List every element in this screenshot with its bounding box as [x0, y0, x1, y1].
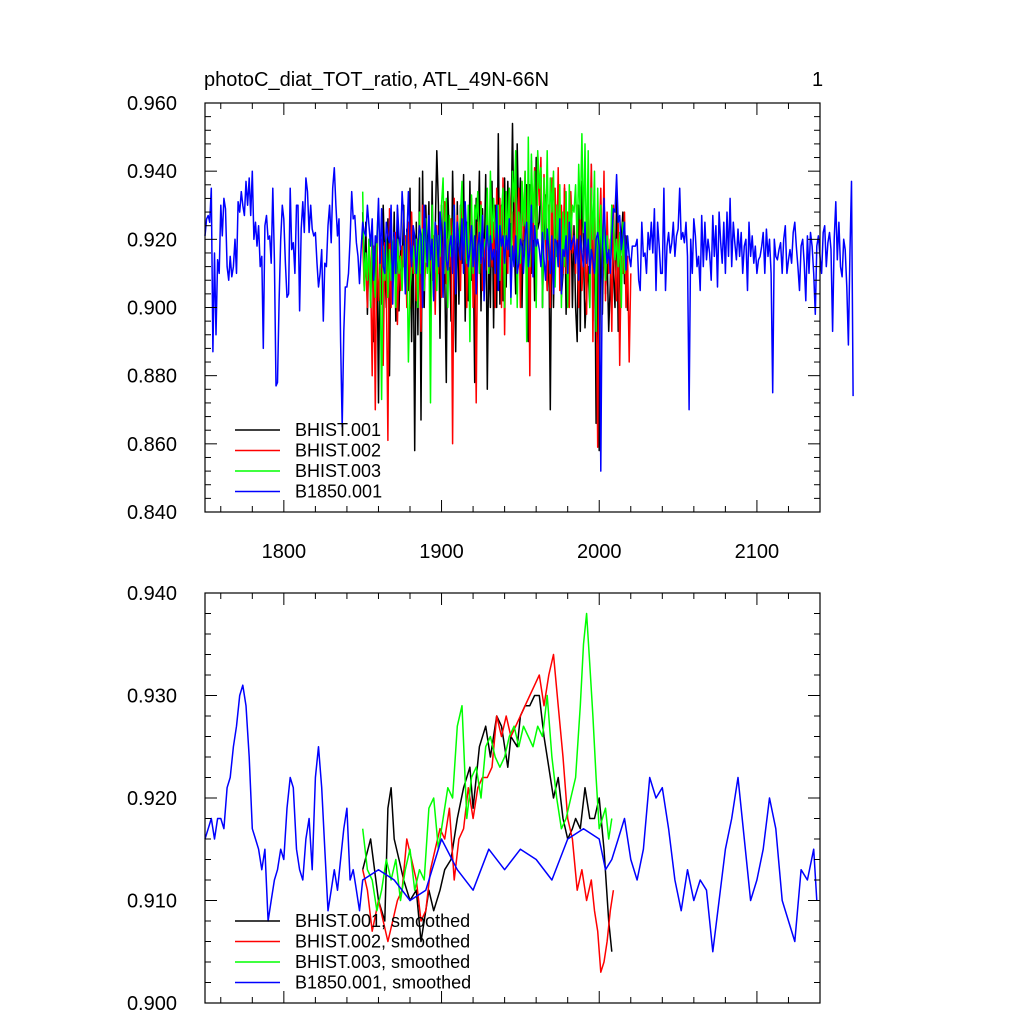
series-line-1	[361, 653, 615, 973]
chart-title: photoC_diat_TOT_ratio, ATL_49N-66N	[204, 69, 549, 91]
series-lines	[204, 612, 818, 973]
legend-label-1: BHIST.002, smoothed	[295, 932, 470, 952]
y-tick-label: 0.920	[127, 229, 177, 251]
legend-label-1: BHIST.002	[295, 441, 381, 461]
y-tick-label: 0.900	[127, 993, 177, 1015]
y-tick-label: 0.960	[127, 93, 177, 115]
legend-label-2: BHIST.003	[295, 461, 381, 481]
y-tick-label: 0.940	[127, 583, 177, 605]
legend-label-3: B1850.001, smoothed	[295, 973, 471, 993]
y-tick-label: 0.900	[127, 298, 177, 320]
series-line-3	[204, 684, 818, 953]
x-tick-label: 2000	[577, 541, 622, 563]
legend-label-0: BHIST.001, smoothed	[295, 911, 470, 931]
y-tick-label: 0.940	[127, 161, 177, 183]
y-tick-label: 0.910	[127, 891, 177, 913]
y-tick-label: 0.930	[127, 686, 177, 708]
legend-label-0: BHIST.001	[295, 420, 381, 440]
y-tick-label: 0.920	[127, 788, 177, 810]
x-tick-label: 2100	[735, 541, 780, 563]
series-lines	[204, 122, 854, 472]
axis-ticks: 0.840 0.860 0.880 0.900 0.920 0.940 0.960 1800 1…	[127, 93, 821, 563]
x-tick-label: 1900	[419, 541, 464, 563]
legend-label-2: BHIST.003, smoothed	[295, 952, 470, 972]
legend-label-3: B1850.001	[295, 482, 382, 502]
y-tick-label: 0.860	[127, 434, 177, 456]
series-line-3	[204, 167, 854, 472]
y-tick-label: 0.840	[127, 502, 177, 524]
y-tick-label: 0.880	[127, 366, 177, 388]
panel-top-raw-series: photoC_diat_TOT_ratio, ATL_49N-66N 1 0.8…	[127, 69, 854, 563]
x-tick-label: 1800	[262, 541, 307, 563]
panel-bottom-smoothed-series: 0.900 0.910 0.920 0.930 0.940 BHIST.001, smo…	[127, 583, 821, 1015]
series-line-2	[361, 612, 613, 912]
axis-ticks: 0.900 0.910 0.920 0.930 0.940	[127, 583, 821, 1015]
panel-number: 1	[812, 69, 823, 91]
